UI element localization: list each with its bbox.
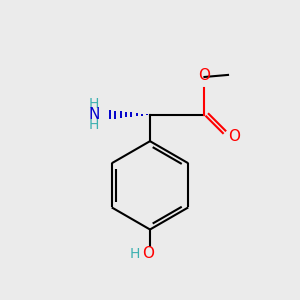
Text: O: O <box>199 68 211 83</box>
Text: O: O <box>228 129 240 144</box>
Text: H: H <box>89 118 99 132</box>
Text: H: H <box>89 98 99 111</box>
Text: N: N <box>88 107 100 122</box>
Text: H: H <box>130 247 140 261</box>
Text: O: O <box>142 246 154 261</box>
